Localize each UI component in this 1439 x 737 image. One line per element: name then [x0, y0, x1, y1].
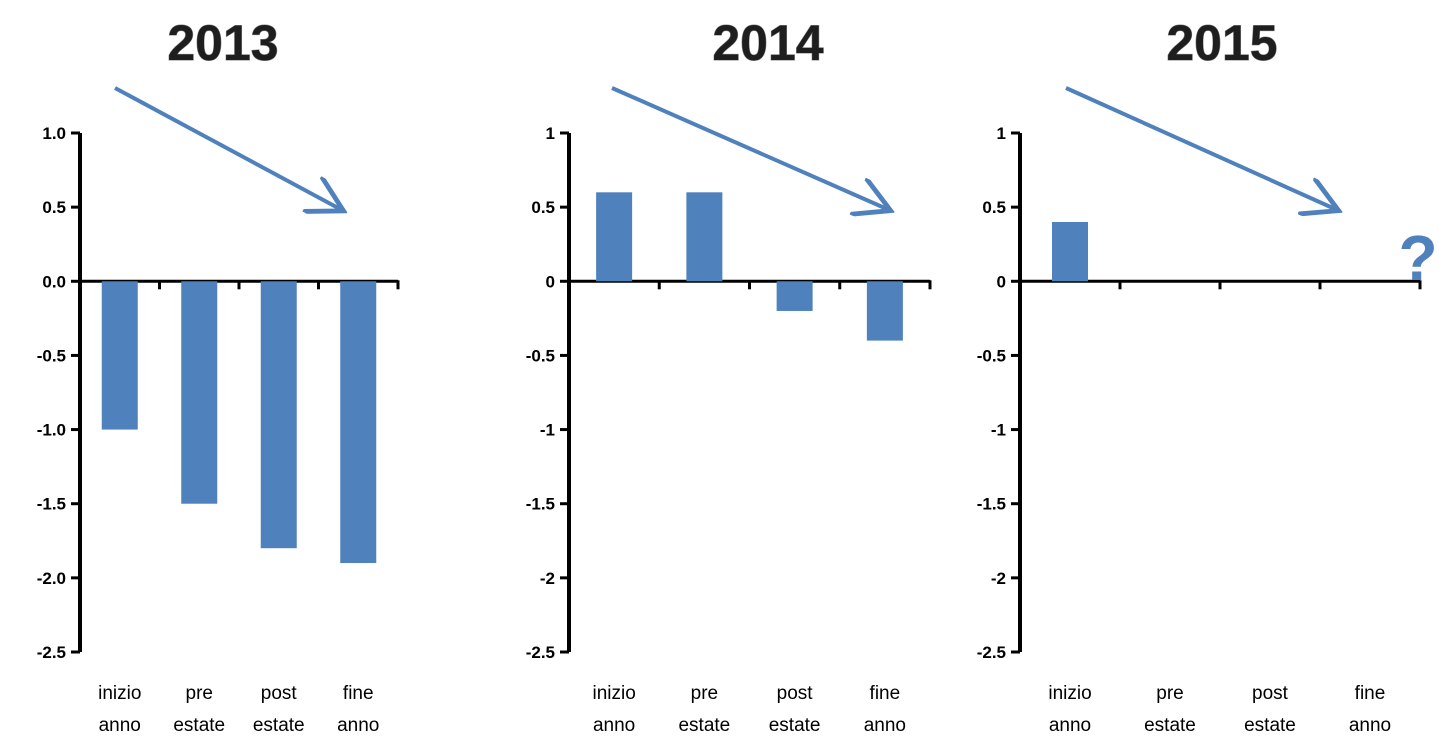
y-tick-label: 1 — [997, 124, 1006, 143]
bar-fine-anno — [866, 281, 903, 341]
y-tick-label: 0 — [546, 272, 555, 291]
x-tick-label: anno — [864, 715, 906, 736]
x-tick-label: pre — [691, 683, 718, 704]
y-tick-label: -0.5 — [37, 346, 66, 365]
y-tick-label: -2.5 — [977, 643, 1006, 662]
x-tick-label: post — [1252, 683, 1289, 704]
x-tick-label: anno — [593, 715, 635, 736]
y-tick-label: 0.0 — [42, 272, 66, 291]
x-tick-label: estate — [1244, 715, 1296, 736]
bar-fine-anno — [340, 281, 377, 564]
x-tick-label: anno — [1349, 715, 1391, 736]
y-tick-label: 1 — [546, 124, 555, 143]
x-tick-label: anno — [1049, 715, 1091, 736]
x-tick-label: pre — [1156, 683, 1183, 704]
y-tick-label: -2 — [540, 569, 555, 588]
chart-title: 2014 — [712, 15, 823, 71]
x-tick-label: fine — [343, 683, 374, 704]
x-tick-label: post — [777, 683, 814, 704]
y-tick-label: -2.0 — [37, 569, 66, 588]
x-tick-label: post — [261, 683, 298, 704]
trend-arrow-icon — [611, 86, 887, 209]
trend-arrow-icon — [114, 86, 340, 209]
bar-pre-estate — [686, 192, 723, 282]
y-tick-label: 0.5 — [42, 198, 66, 217]
bar-post-estate — [260, 281, 297, 549]
bar-post-estate — [776, 281, 813, 311]
y-tick-label: 0 — [997, 272, 1006, 291]
y-tick-label: -1 — [540, 421, 555, 440]
y-tick-label: -1 — [991, 421, 1006, 440]
x-tick-label: inizio — [1048, 683, 1091, 704]
x-tick-label: inizio — [98, 683, 141, 704]
x-tick-label: estate — [1144, 715, 1196, 736]
x-tick-label: inizio — [592, 683, 635, 704]
x-tick-label: pre — [186, 683, 213, 704]
x-tick-label: estate — [253, 715, 305, 736]
y-tick-label: -2.5 — [526, 643, 555, 662]
y-tick-label: -1.5 — [37, 495, 66, 514]
x-tick-label: fine — [870, 683, 901, 704]
x-tick-label: anno — [99, 715, 141, 736]
y-tick-label: 0.5 — [982, 198, 1006, 217]
question-mark: ? — [1398, 222, 1437, 294]
bar-inizio-anno — [101, 281, 138, 430]
chart-2014: 2014 1 0.5 0 -0.5 -1 -1.5 -2 -2.5 inizio anno pre es… — [526, 15, 932, 736]
x-tick-label: estate — [678, 715, 730, 736]
chart-2015: 2015 1 0.5 0 -0.5 -1 -1.5 -2 -2.5 inizio anno pre es… — [977, 15, 1438, 737]
y-tick-label: -1.5 — [977, 495, 1006, 514]
y-tick-label: -1.0 — [37, 421, 66, 440]
y-tick-label: 1.0 — [42, 124, 66, 143]
bar-inizio-anno — [1052, 221, 1088, 282]
x-tick-label: estate — [769, 715, 821, 736]
x-tick-label: fine — [1355, 683, 1386, 704]
x-tick-label: estate — [173, 715, 225, 736]
bar-inizio-anno — [596, 192, 633, 282]
y-tick-label: 0.5 — [531, 198, 555, 217]
y-tick-label: -2.5 — [37, 643, 66, 662]
y-tick-label: -2 — [991, 569, 1006, 588]
chart-title: 2013 — [167, 15, 278, 71]
trend-arrow-icon — [1065, 86, 1335, 209]
y-tick-label: -0.5 — [526, 346, 555, 365]
x-tick-label: anno — [337, 715, 379, 736]
chart-2013: 2013 1.0 0.5 0.0 -0.5 -1.0 -1.5 -2.0 -2.5 inizio a… — [37, 15, 400, 736]
chart-title: 2015 — [1166, 15, 1277, 71]
bar-pre-estate — [181, 281, 218, 504]
y-tick-label: -0.5 — [977, 346, 1006, 365]
y-tick-label: -1.5 — [526, 495, 555, 514]
